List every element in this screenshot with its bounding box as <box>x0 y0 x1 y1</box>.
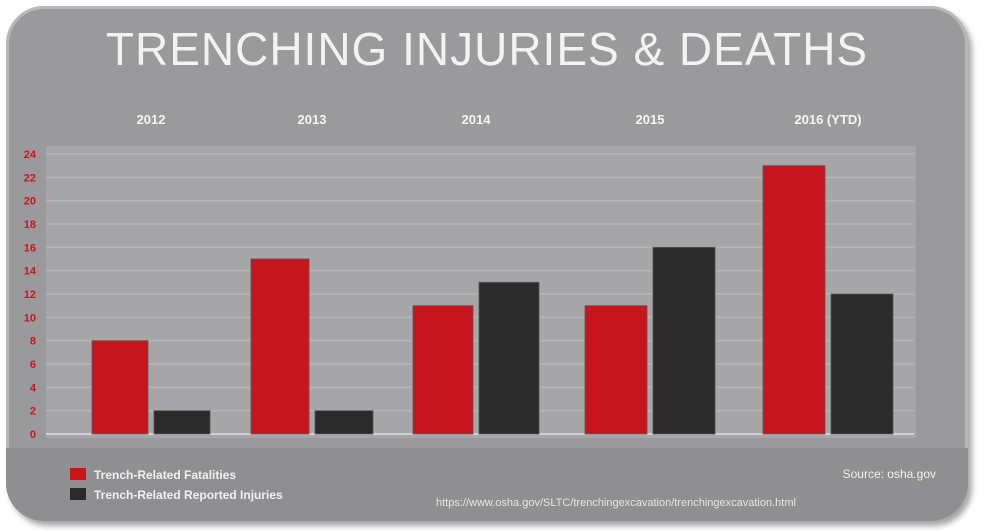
bar-injuries <box>652 246 716 435</box>
year-label: 2012 <box>137 112 166 127</box>
bar-fatalities <box>91 340 149 435</box>
bar-fatalities <box>762 165 826 435</box>
year-label: 2014 <box>462 112 492 127</box>
y-tick-label: 12 <box>24 289 36 301</box>
bar-injuries <box>830 293 894 435</box>
y-tick-label: 14 <box>24 266 37 278</box>
y-tick-label: 6 <box>30 359 36 371</box>
bar-injuries <box>153 410 211 435</box>
bar-injuries <box>314 410 374 435</box>
source-label: Source: osha.gov <box>843 467 936 481</box>
y-tick-label: 22 <box>24 172 36 184</box>
infographic-panel: TRENCHING INJURIES & DEATHS 0 2 4 6 8 10 12 14 1… <box>6 6 968 521</box>
y-tick-label: 18 <box>24 219 36 231</box>
y-tick-label: 8 <box>30 336 36 348</box>
y-tick-label: 24 <box>24 149 37 161</box>
chart-title: TRENCHING INJURIES & DEATHS <box>105 23 869 75</box>
bar-fatalities <box>412 305 474 435</box>
y-tick-label: 20 <box>24 196 36 208</box>
legend-swatch <box>70 488 86 500</box>
bar-fatalities <box>584 305 648 435</box>
year-label: 2016 (YTD) <box>794 112 861 127</box>
bars <box>91 165 894 435</box>
bar-injuries <box>478 281 540 435</box>
footer-band <box>6 448 968 521</box>
y-tick-label: 10 <box>24 312 36 324</box>
legend-swatch <box>70 468 86 480</box>
y-tick-label: 2 <box>30 406 36 418</box>
year-label: 2013 <box>298 112 327 127</box>
y-tick-label: 4 <box>30 382 37 394</box>
source-url: https://www.osha.gov/SLTC/trenchingexcav… <box>436 497 796 509</box>
legend-label: Trench-Related Fatalities <box>94 468 236 482</box>
bar-fatalities <box>250 258 310 435</box>
legend: Trench-Related Fatalities Trench-Related … <box>70 468 283 502</box>
year-label: 2015 <box>636 112 665 127</box>
legend-label: Trench-Related Reported Injuries <box>94 488 283 502</box>
year-labels: 2012 2013 2014 2015 2016 (YTD) <box>137 112 862 127</box>
y-tick-label: 16 <box>24 242 36 254</box>
y-tick-label: 0 <box>30 429 36 441</box>
